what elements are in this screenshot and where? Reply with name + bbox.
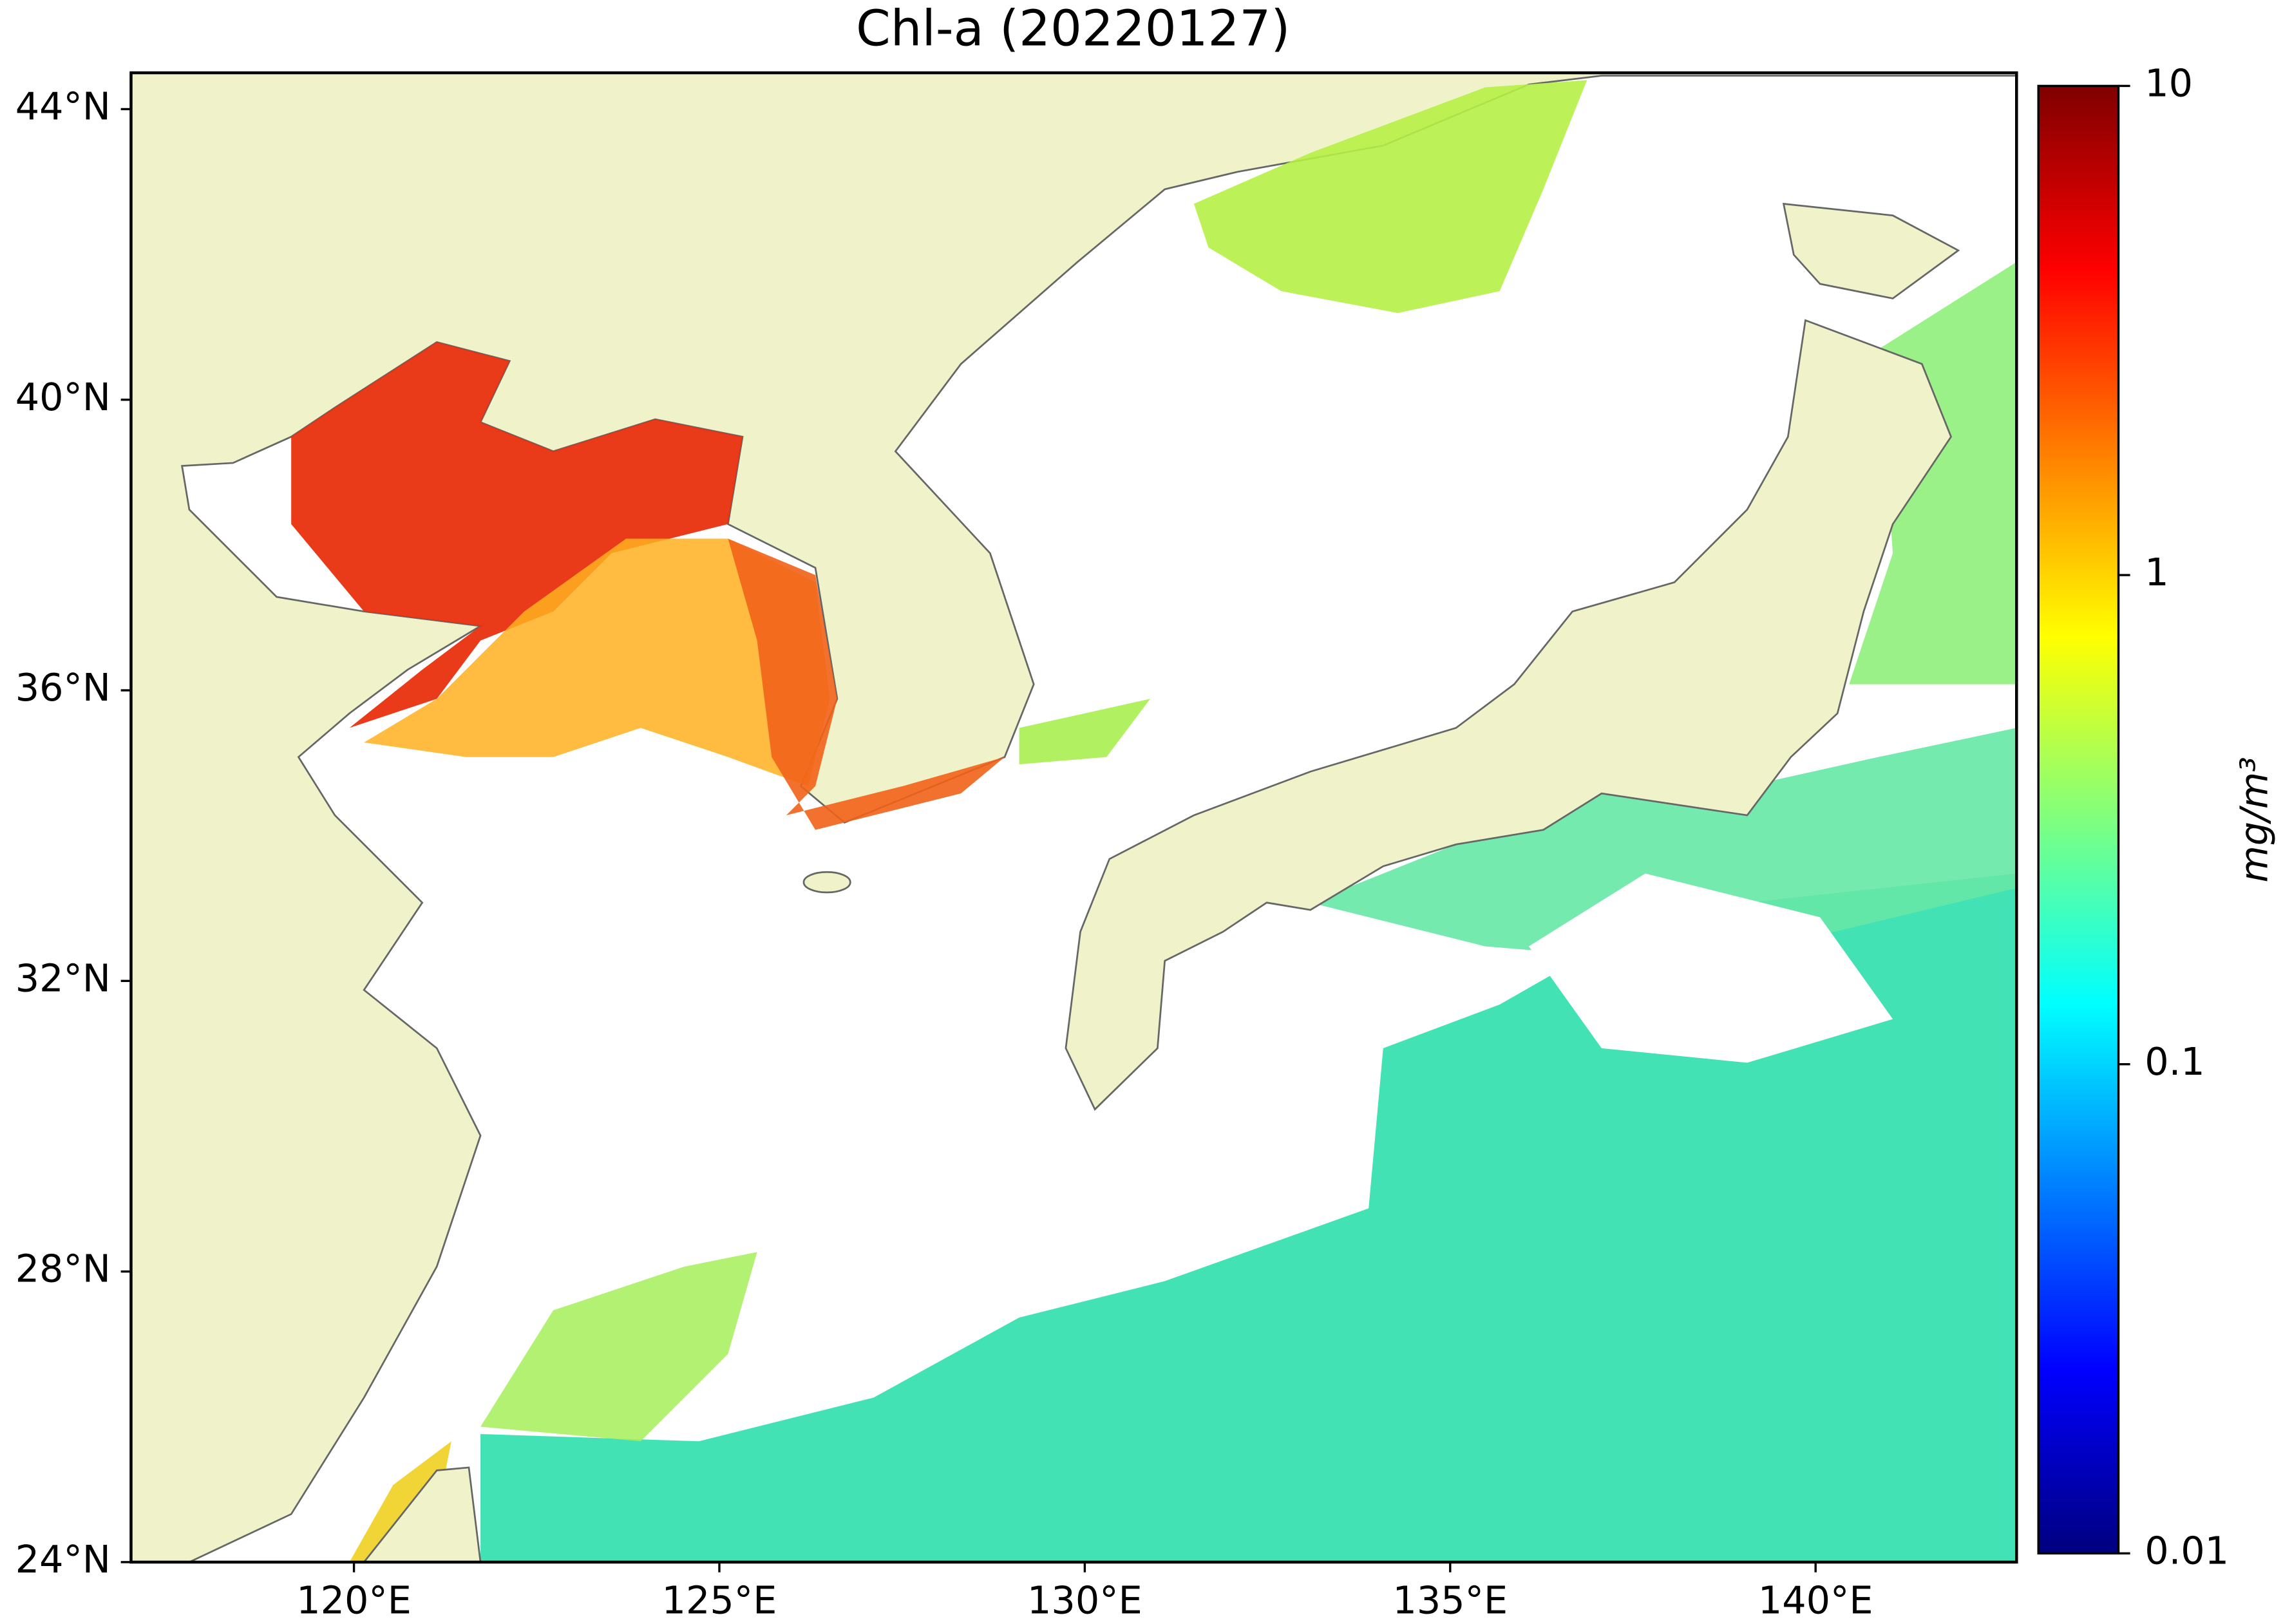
x-tick-label: 140°E	[1758, 1578, 1873, 1622]
tsushima-chl	[1019, 699, 1151, 764]
x-tick-label: 125°E	[662, 1578, 777, 1622]
honshu	[1065, 319, 1953, 1111]
korea-coast-chl	[728, 538, 1005, 830]
map-area	[131, 73, 2017, 1562]
x-tick-label: 120°E	[296, 1578, 412, 1622]
taiwan	[363, 1466, 482, 1562]
y-tick-label: 36°N	[15, 665, 111, 710]
jeju	[802, 871, 851, 894]
japan-sea-chl	[1193, 80, 1587, 314]
y-tick-label: 24°N	[15, 1537, 111, 1582]
pacific-north-chl	[1310, 728, 2017, 961]
y-tick-label: 44°N	[15, 84, 111, 129]
y-tick-label: 32°N	[15, 956, 111, 1000]
x-tick-label: 135°E	[1392, 1578, 1508, 1622]
colorbar-tick-label: 0.01	[2145, 1528, 2229, 1572]
x-tick-label: 130°E	[1027, 1578, 1142, 1622]
y-tick-label: 40°N	[15, 375, 111, 419]
bohai-chl	[291, 342, 743, 728]
yellow-sea-chl	[364, 538, 830, 786]
colorbar-label: mg/m³	[2231, 757, 2276, 882]
colorbar	[2037, 84, 2120, 1555]
hokkaido	[1782, 202, 1960, 299]
colorbar-tick-label: 10	[2145, 61, 2193, 106]
axes: 120°E 125°E 130°E 135°E 140°E 24°N 28°N 32°N 36°…	[15, 61, 2229, 1623]
y-tick-label: 28°N	[15, 1247, 111, 1291]
cloud	[1528, 873, 1893, 1063]
ecs-chl	[480, 1252, 757, 1442]
title: Chl-a (20220127)	[856, 1, 1290, 58]
colorbar-tick-label: 0.1	[2145, 1039, 2204, 1084]
colorbar-tick-label: 1	[2145, 550, 2168, 594]
map-frame	[129, 71, 2018, 1564]
